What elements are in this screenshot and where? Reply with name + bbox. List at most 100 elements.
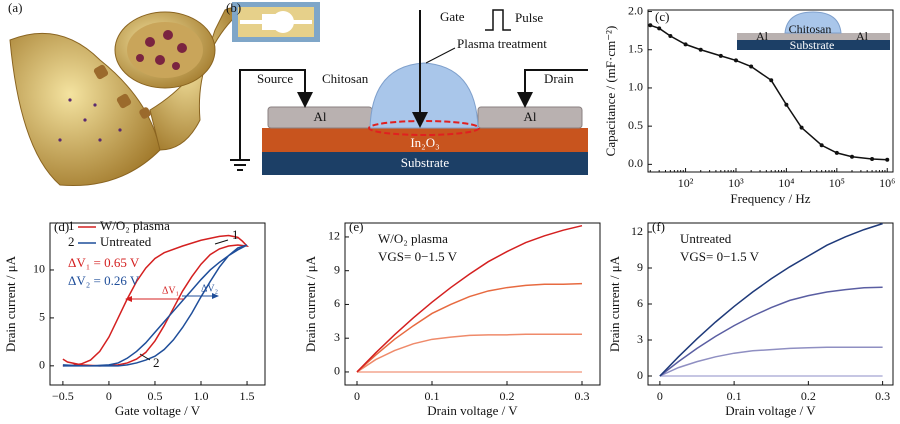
in2o3-label: In₂O₃ xyxy=(410,135,439,150)
al-label: Al xyxy=(314,109,327,124)
data-line xyxy=(62,234,249,367)
annotation: ΔV₁ = 0.65 V xyxy=(68,255,140,270)
pulse-label: Pulse xyxy=(515,10,543,25)
x-tick-label: 10³ xyxy=(728,176,744,190)
data-line xyxy=(62,244,248,367)
x-tick-label: 10⁴ xyxy=(778,176,794,190)
annotation: Al xyxy=(856,29,869,43)
y-tick-label: 12 xyxy=(631,224,643,238)
x-axis-label: Frequency / Hz xyxy=(730,191,810,206)
inset-substrate xyxy=(737,40,890,50)
gate-label: Gate xyxy=(440,9,465,24)
data-line xyxy=(659,286,883,377)
annotation: ΔV₁ xyxy=(162,285,179,296)
data-point xyxy=(668,33,673,38)
x-tick-label: 0.3 xyxy=(875,389,890,403)
data-point xyxy=(834,150,839,155)
y-tick-label: 0 xyxy=(334,364,340,378)
panel-label: (d) xyxy=(54,219,69,234)
plasma-label: Plasma treatment xyxy=(457,36,547,51)
legend-label: W/O₂ plasma xyxy=(100,218,170,233)
x-tick-label: 10⁵ xyxy=(829,176,845,190)
x-tick-label: 0.1 xyxy=(727,389,742,403)
data-point xyxy=(784,102,789,107)
data-point xyxy=(819,143,824,148)
x-tick-label: 0.2 xyxy=(801,389,816,403)
x-tick-label: 0 xyxy=(106,389,112,403)
data-line xyxy=(659,222,883,377)
x-tick-label: 0.2 xyxy=(500,389,515,403)
curve-pointer xyxy=(214,239,229,245)
annotation: ΔV₂ xyxy=(201,283,218,294)
chitosan-label: Chitosan xyxy=(322,71,369,86)
y-axis-label: Drain current / μA xyxy=(303,255,318,352)
data-point xyxy=(657,26,662,31)
x-tick-label: 10² xyxy=(678,176,694,190)
annotation: W/O₂ plasma xyxy=(378,231,448,246)
y-tick-label: 6 xyxy=(637,296,643,310)
data-point xyxy=(769,78,774,83)
panel-label: (a) xyxy=(8,0,22,15)
y-axis-label: Drain current / μA xyxy=(607,255,622,352)
x-axis-label: Drain voltage / V xyxy=(427,403,518,418)
data-line xyxy=(650,24,888,161)
data-point xyxy=(870,157,875,162)
y-tick-label: 5 xyxy=(39,310,45,324)
data-point xyxy=(683,42,688,47)
data-line xyxy=(356,282,583,373)
panel-label: (c) xyxy=(655,9,669,24)
data-point xyxy=(718,53,723,58)
x-tick-label: 0.3 xyxy=(575,389,590,403)
inset-chitosan xyxy=(784,11,842,34)
plot-frame xyxy=(49,222,266,386)
legend-number: 1 xyxy=(68,218,75,233)
x-tick-label: 0.5 xyxy=(147,389,162,403)
data-point xyxy=(648,23,653,28)
y-axis-label: Capacitance / (mF·cm⁻²) xyxy=(603,26,618,157)
legend-number: 2 xyxy=(68,234,75,249)
annotation: Substrate xyxy=(790,38,835,52)
y-tick-label: 9 xyxy=(637,260,643,274)
data-point xyxy=(885,157,890,162)
chart-panel: 10² 10³ 10⁴ 10⁵ 10⁶ 0.0 0.5 1.0 1.5 2.0 Frequency … xyxy=(603,3,895,206)
y-tick-label: 1.5 xyxy=(628,41,643,55)
inset-al xyxy=(737,33,890,40)
legend-label: Untreated xyxy=(100,234,152,249)
y-tick-label: 3 xyxy=(334,330,340,344)
source-label: Source xyxy=(257,71,293,86)
device-schematic xyxy=(230,2,588,175)
x-tick-label: −0.5 xyxy=(52,389,74,403)
annotation: Al xyxy=(756,29,769,43)
x-tick-label: 0 xyxy=(657,389,663,403)
panel-label: (b) xyxy=(226,0,241,15)
data-point xyxy=(799,125,804,130)
plot-frame xyxy=(647,9,894,173)
annotation: 2 xyxy=(153,355,160,370)
x-tick-label: 1.0 xyxy=(194,389,209,403)
synapse-illustration xyxy=(9,7,241,187)
x-tick-label: 10⁶ xyxy=(879,176,895,190)
al-label: Al xyxy=(524,109,537,124)
chart-panel: 0 0.1 0.2 0.3 0 3 6 9 12 Drain voltage / V Drain c… xyxy=(607,219,894,418)
curve-pointer xyxy=(139,353,151,361)
y-tick-label: 1.0 xyxy=(628,80,643,94)
annotation: ΔV₂ = 0.26 V xyxy=(68,273,140,288)
annotation: Untreated xyxy=(680,231,732,246)
y-tick-label: 12 xyxy=(328,229,340,243)
substrate-label: Substrate xyxy=(401,155,450,170)
data-line xyxy=(356,224,583,373)
data-point xyxy=(850,154,855,159)
drain-label: Drain xyxy=(544,71,574,86)
x-tick-label: 0.1 xyxy=(425,389,440,403)
y-tick-label: 9 xyxy=(334,262,340,276)
panel-label: (e) xyxy=(349,219,363,234)
data-line xyxy=(356,333,582,373)
x-axis-label: Drain voltage / V xyxy=(725,403,816,418)
annotation: Chitosan xyxy=(789,22,832,36)
y-tick-label: 6 xyxy=(334,296,340,310)
y-tick-label: 0 xyxy=(637,368,643,382)
panel-label: (f) xyxy=(652,219,665,234)
x-tick-label: 0 xyxy=(354,389,360,403)
annotation: 1 xyxy=(232,227,239,242)
